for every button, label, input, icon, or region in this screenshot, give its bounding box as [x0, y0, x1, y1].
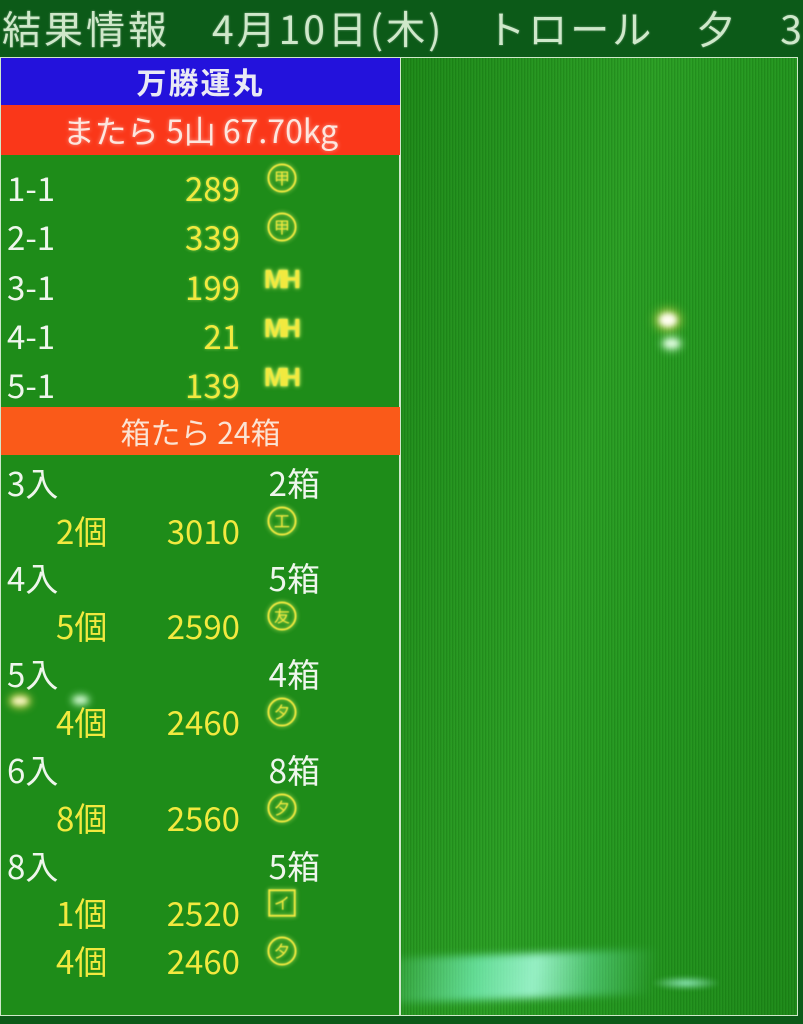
svg-text:イ: イ — [274, 890, 290, 914]
svg-text:夕: 夕 — [274, 795, 290, 819]
svg-text:友: 友 — [274, 603, 290, 627]
svg-text:夕: 夕 — [274, 699, 290, 723]
svg-text:甲: 甲 — [274, 165, 290, 189]
svg-text:工: 工 — [274, 507, 290, 531]
svg-text:甲: 甲 — [274, 214, 290, 238]
svg-text:夕: 夕 — [274, 938, 290, 962]
